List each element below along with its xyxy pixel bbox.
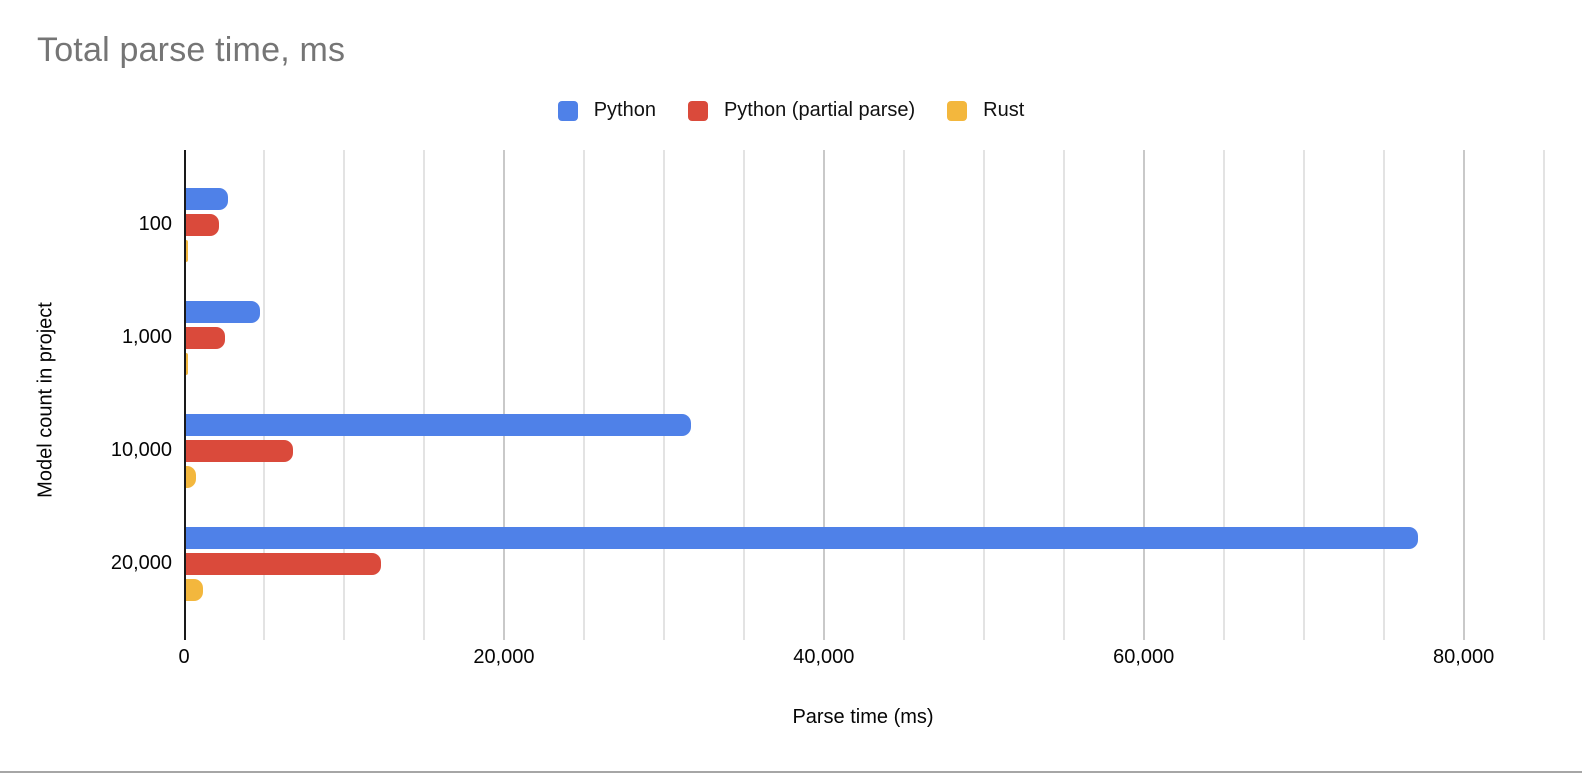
chart-title: Total parse time, ms: [37, 31, 346, 69]
y-axis-line: [184, 150, 186, 640]
plot-area: [184, 150, 1582, 640]
legend-item-python-partial-parse: Python (partial parse): [687, 99, 916, 122]
minor-gridline: [1302, 150, 1305, 640]
major-gridline: [822, 150, 825, 640]
legend-swatch-rust: [947, 100, 968, 121]
x-axis-title: Parse time (ms): [792, 706, 934, 728]
legend-swatch-python: [557, 100, 578, 121]
bar-group-1-000: [186, 281, 1582, 394]
major-gridline: [1142, 150, 1145, 640]
bar-rust-1-000: [186, 352, 189, 375]
y-tick-label: 100: [138, 213, 172, 235]
x-tick-label: 20,000: [473, 646, 535, 668]
legend-label: Python (partial parse): [723, 99, 916, 121]
minor-gridline: [742, 150, 745, 640]
minor-gridline: [342, 150, 345, 640]
y-tick-label: 20,000: [110, 552, 172, 574]
bar-python-partial-parse-20-000: [186, 552, 382, 575]
minor-gridline: [902, 150, 905, 640]
chart-legend: Python Python (partial parse) Rust: [0, 99, 1582, 122]
legend-label: Python: [593, 99, 656, 121]
legend-item-python: Python: [557, 99, 656, 122]
page-bottom-divider: [0, 771, 1582, 773]
bar-python-partial-parse-100: [186, 213, 219, 236]
bar-rust-10-000: [186, 465, 196, 488]
x-tick-label: 80,000: [1433, 646, 1495, 668]
bar-python-partial-parse-1-000: [186, 326, 226, 349]
minor-gridline: [1222, 150, 1225, 640]
minor-gridline: [422, 150, 425, 640]
bar-python-partial-parse-10-000: [186, 439, 294, 462]
minor-gridline: [582, 150, 585, 640]
bars-layer: [186, 168, 1582, 620]
minor-gridline: [982, 150, 985, 640]
bar-group-10-000: [186, 394, 1582, 507]
y-tick-label: 1,000: [121, 326, 172, 348]
legend-swatch-python-partial-parse: [687, 100, 708, 121]
legend-label: Rust: [983, 99, 1025, 121]
bar-group-100: [186, 168, 1582, 281]
bar-python-10-000: [186, 413, 692, 436]
minor-gridline: [1542, 150, 1545, 640]
x-tick-label: 0: [178, 646, 190, 668]
major-gridline: [1462, 150, 1465, 640]
minor-gridline: [662, 150, 665, 640]
x-tick-label: 40,000: [793, 646, 855, 668]
bar-group-20-000: [186, 507, 1582, 620]
major-gridline: [502, 150, 505, 640]
minor-gridline: [1062, 150, 1065, 640]
bar-python-100: [186, 187, 229, 210]
minor-gridline: [262, 150, 265, 640]
bar-python-20-000: [186, 526, 1418, 549]
bar-python-1-000: [186, 300, 261, 323]
y-tick-label: 10,000: [110, 439, 172, 461]
legend-item-rust: Rust: [947, 99, 1024, 122]
minor-gridline: [1382, 150, 1385, 640]
bar-rust-20-000: [186, 578, 203, 601]
x-tick-label: 60,000: [1113, 646, 1175, 668]
bar-rust-100: [186, 239, 188, 262]
